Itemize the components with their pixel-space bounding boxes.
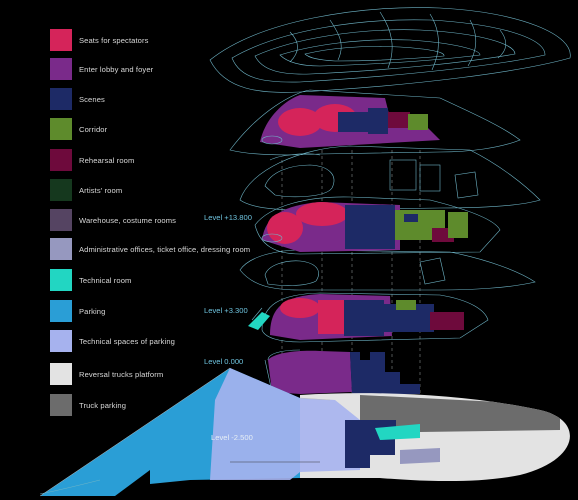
legend-item: Scenes <box>50 88 105 110</box>
legend-label: Truck parking <box>79 400 127 410</box>
legend-label: Technical room <box>79 275 132 285</box>
legend-item: Administrative offices, ticket office, d… <box>50 238 250 260</box>
legend-item: Rehearsal room <box>50 149 134 171</box>
legend-swatch <box>50 179 72 201</box>
legend-item: Corridor <box>50 118 107 140</box>
legend-swatch <box>50 394 72 416</box>
legend-item: Truck parking <box>50 394 126 416</box>
legend-item: Enter lobby and foyer <box>50 58 153 80</box>
legend-swatch <box>50 300 72 322</box>
level-label-0: Level 0.000 <box>204 357 244 366</box>
legend-swatch <box>50 149 72 171</box>
roof-layer <box>209 7 571 93</box>
legend-label: Artists' room <box>79 185 123 195</box>
legend-item: Warehouse, costume rooms <box>50 209 176 231</box>
legend-item: Technical room <box>50 269 131 291</box>
level-13800-floor <box>254 196 501 255</box>
upper-floor-layer <box>229 89 521 156</box>
legend-label: Technical spaces of parking <box>79 336 175 346</box>
legend-label: Warehouse, costume rooms <box>79 215 177 225</box>
level-minus-2500-floor <box>39 367 570 497</box>
legend-label: Seats for spectators <box>79 35 149 45</box>
legend-item: Artists' room <box>50 179 122 201</box>
legend-item: Seats for spectators <box>50 29 148 51</box>
legend-label: Parking <box>79 306 106 316</box>
legend-swatch <box>50 88 72 110</box>
legend-label: Enter lobby and foyer <box>79 64 154 74</box>
level-label-3300: Level +3.300 <box>204 306 248 315</box>
legend-item: Reversal trucks platform <box>50 363 163 385</box>
legend-label: Reversal trucks platform <box>79 369 164 379</box>
legend-swatch <box>50 238 72 260</box>
lower-left-outline <box>39 479 101 495</box>
legend-item: Parking <box>50 300 105 322</box>
legend-label: Rehearsal room <box>79 155 135 165</box>
legend-swatch <box>50 58 72 80</box>
legend-label: Scenes <box>79 94 105 104</box>
legend-swatch <box>50 269 72 291</box>
legend-label: Administrative offices, ticket office, d… <box>79 244 251 254</box>
level-3300-floor <box>248 292 489 343</box>
legend-swatch <box>50 330 72 352</box>
legend-swatch <box>50 363 72 385</box>
legend-swatch <box>50 209 72 231</box>
legend-label: Corridor <box>79 124 108 134</box>
level-label-minus-2500: Level -2.500 <box>211 433 253 442</box>
legend-swatch <box>50 118 72 140</box>
level-label-13800: Level +13.800 <box>204 213 252 222</box>
legend-item: Technical spaces of parking <box>50 330 175 352</box>
level-0-floor <box>264 349 420 394</box>
legend-swatch <box>50 29 72 51</box>
